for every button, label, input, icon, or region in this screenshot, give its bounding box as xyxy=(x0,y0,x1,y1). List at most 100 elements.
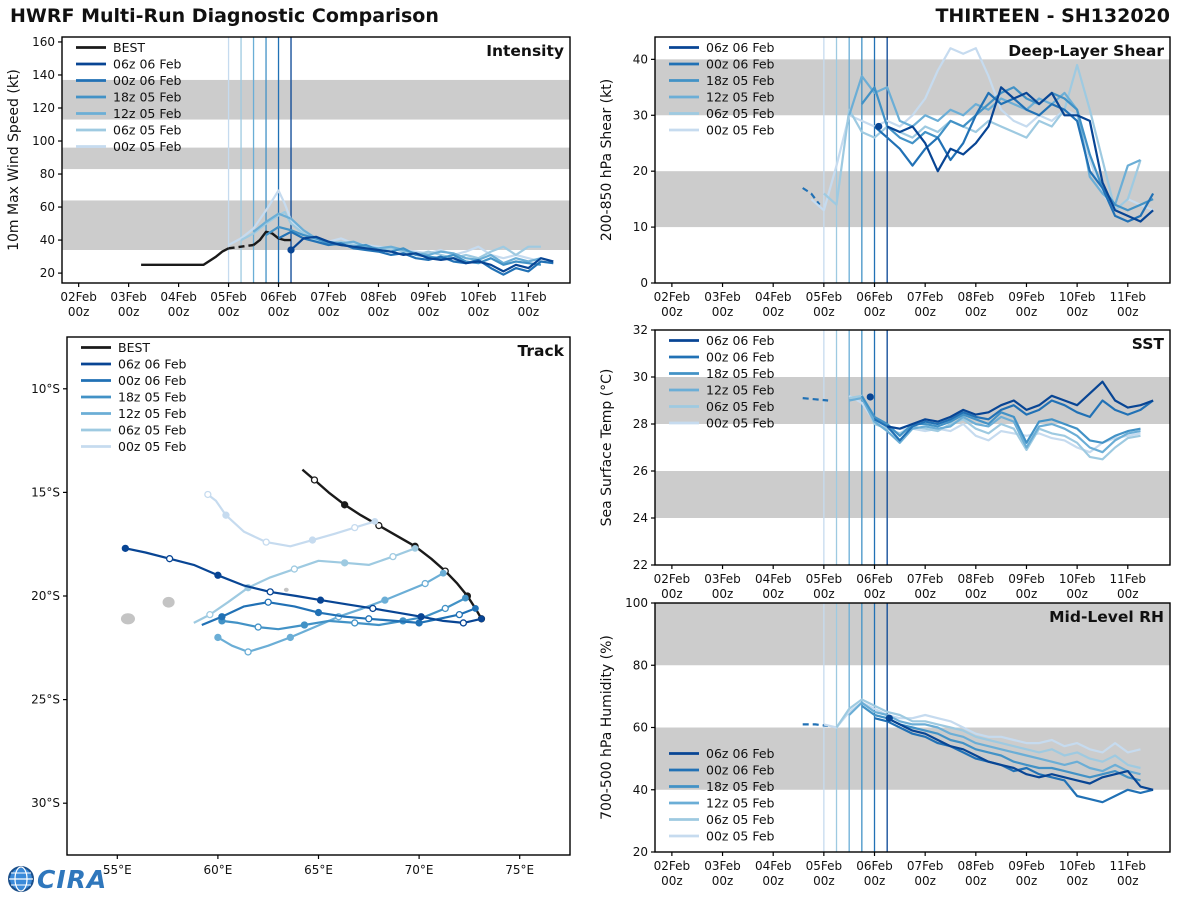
intensity-xtick: 00z xyxy=(418,305,440,319)
shear-panel-title: Deep-Layer Shear xyxy=(1008,42,1164,60)
track-xtick: 60°E xyxy=(203,863,232,877)
track-legend-label-00z-05-feb: 00z 05 Feb xyxy=(118,439,187,454)
land-rodrigues xyxy=(283,587,289,592)
sst-legend-label-18z-05-feb: 18z 05 Feb xyxy=(706,366,775,381)
shear-xtick: 04Feb xyxy=(755,290,792,304)
sst-band xyxy=(655,377,1170,424)
shear-xtick: 00z xyxy=(914,305,936,319)
track-marker-06z-06-feb xyxy=(417,613,425,621)
intensity-xtick: 02Feb xyxy=(60,290,97,304)
shear-series-06z-06-feb xyxy=(886,86,1154,223)
track-legend-label-00z-06-feb: 00z 06 Feb xyxy=(118,373,187,388)
track-marker-18z-05-feb xyxy=(254,623,262,631)
rh-xtick: 00z xyxy=(1066,874,1088,888)
track-marker-best xyxy=(375,521,383,530)
sst-xtick: 00z xyxy=(661,587,683,601)
sst-ytick: 32 xyxy=(633,323,648,337)
track-marker-00z-06-feb xyxy=(218,613,226,621)
intensity-legend-label-best: BEST xyxy=(113,40,145,55)
rh-xtick: 06Feb xyxy=(856,859,893,873)
rh-xtick: 00z xyxy=(762,874,784,888)
shear-ytick: 10 xyxy=(633,220,648,234)
intensity-xtick: 09Feb xyxy=(410,290,447,304)
track-marker-00z-05-feb xyxy=(222,511,230,519)
shear-ytick: 20 xyxy=(633,164,648,178)
shear-xtick: 00z xyxy=(661,305,683,319)
shear-ytick: 40 xyxy=(633,52,648,66)
rh-legend-label-06z-05-feb: 06z 05 Feb xyxy=(706,812,775,827)
track-xtick: 75°E xyxy=(505,863,534,877)
track-marker-00z-06-feb xyxy=(314,608,323,617)
track-init-dot-00z-05-feb xyxy=(371,518,379,525)
shear-series-06z-05-feb xyxy=(823,63,1142,212)
intensity-series-00z-06-feb xyxy=(277,230,554,276)
intensity-ytick: 140 xyxy=(32,68,55,82)
track-marker-00z-06-feb xyxy=(455,610,463,619)
rh-xtick: 04Feb xyxy=(755,859,792,873)
intensity-xtick: 00z xyxy=(318,305,340,319)
sst-xtick: 00z xyxy=(762,587,784,601)
track-panel: 55°E 60°E 65°E 70°E 75°E 10°S 15°S 20°S 25°S 30°S… xyxy=(31,336,571,877)
intensity-legend-label-06z-05-feb: 06z 05 Feb xyxy=(113,123,182,138)
intensity-series-06z-05-feb xyxy=(240,210,541,260)
intensity-xtick: 00z xyxy=(518,305,540,319)
track-marker-00z-05-feb xyxy=(204,490,212,499)
track-marker-12z-05-feb xyxy=(286,633,294,642)
rh-ylabel: 700-500 hPa Humidity (%) xyxy=(599,635,615,820)
track-ytick: 10°S xyxy=(31,382,60,396)
sst-xtick: 00z xyxy=(1066,587,1088,601)
intensity-series-00z-05-feb xyxy=(228,189,554,265)
intensity-xtick: 10Feb xyxy=(460,290,497,304)
rh-series-00z-06-feb xyxy=(874,717,1154,804)
intensity-ytick: 120 xyxy=(32,101,55,115)
rh-xtick: 00z xyxy=(661,874,683,888)
shear-xtick: 00z xyxy=(1117,305,1139,319)
intensity-series-06z-06-feb xyxy=(290,235,554,273)
track-init-dot-18z-05-feb xyxy=(461,594,469,602)
shear-xtick: 06Feb xyxy=(856,290,893,304)
track-ytick: 25°S xyxy=(31,693,60,707)
sst-xtick: 08Feb xyxy=(958,572,995,586)
rh-legend-label-00z-06-feb: 00z 06 Feb xyxy=(706,763,775,778)
rh-ytick: 60 xyxy=(633,721,648,735)
storm-title: THIRTEEN - SH132020 xyxy=(935,5,1170,27)
track-marker-00z-05-feb xyxy=(262,538,270,546)
sst-xtick: 00z xyxy=(965,587,987,601)
intensity-xtick: 05Feb xyxy=(210,290,247,304)
intensity-ytick: 60 xyxy=(40,200,55,214)
track-ytick: 20°S xyxy=(31,589,60,603)
shear-legend-label-12z-05-feb: 12z 05 Feb xyxy=(706,90,775,105)
rh-series-12z-05-feb xyxy=(848,701,1141,776)
track-legend-label-06z-06-feb: 06z 06 Feb xyxy=(118,357,187,372)
intensity-xtick: 00z xyxy=(368,305,390,319)
intensity-panel-title: Intensity xyxy=(486,42,564,60)
track-legend-label-06z-05-feb: 06z 05 Feb xyxy=(118,423,187,438)
sst-band xyxy=(655,471,1170,518)
track-marker-12z-05-feb xyxy=(381,596,389,604)
land-mauritius xyxy=(162,596,175,608)
sst-marker-dot xyxy=(866,393,874,401)
intensity-band xyxy=(62,147,570,170)
track-init-dot-06z-06-feb xyxy=(478,615,485,623)
intensity-legend-label-12z-05-feb: 12z 05 Feb xyxy=(113,106,182,121)
track-marker-12z-05-feb xyxy=(421,579,429,588)
rh-series-06z-06-feb xyxy=(886,717,1154,791)
track-series-00z-06-feb xyxy=(201,601,476,627)
track-marker-00z-06-feb xyxy=(264,598,272,606)
sst-ytick: 26 xyxy=(633,464,648,478)
land-reunion xyxy=(120,613,135,625)
intensity-xtick: 06Feb xyxy=(260,290,297,304)
intensity-xtick: 07Feb xyxy=(310,290,347,304)
shear-xtick: 08Feb xyxy=(958,290,995,304)
shear-marker-dot xyxy=(875,122,883,131)
intensity-ytick: 20 xyxy=(40,266,55,280)
track-legend-label-best: BEST xyxy=(118,340,150,355)
intensity-band xyxy=(62,79,570,120)
rh-xtick: 07Feb xyxy=(907,859,944,873)
sst-xtick: 11Feb xyxy=(1110,572,1147,586)
track-marker-06z-06-feb xyxy=(369,604,377,613)
intensity-xtick: 04Feb xyxy=(160,290,197,304)
sst-xtick: 03Feb xyxy=(704,572,741,586)
track-series-00z-05-feb xyxy=(207,493,376,548)
